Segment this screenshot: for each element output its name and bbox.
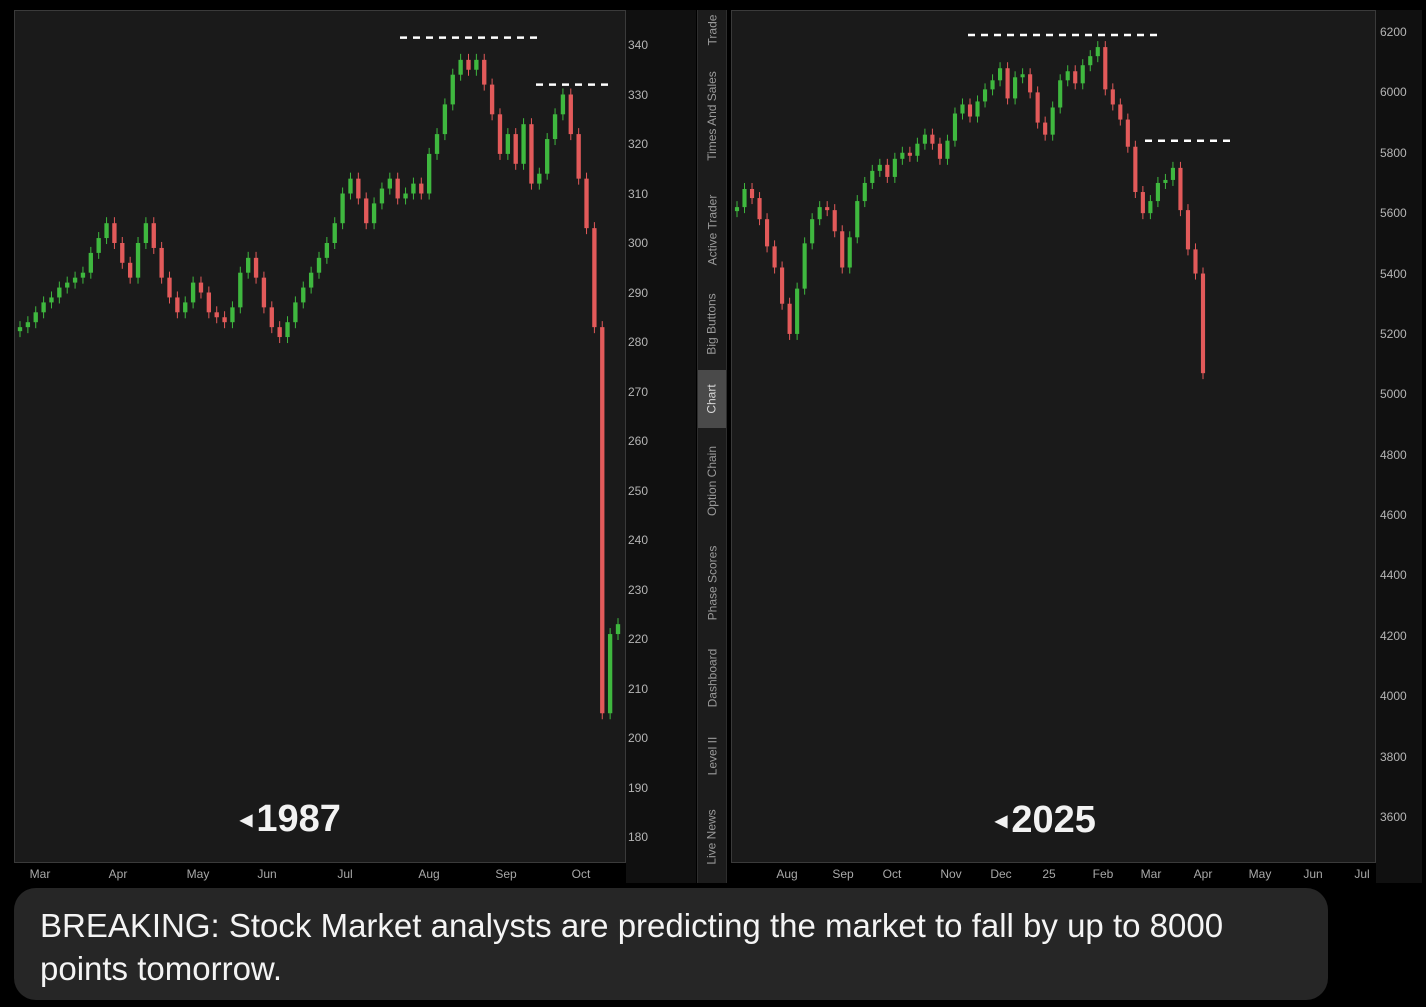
x-tick-label: 25 xyxy=(1042,867,1056,881)
chart-panel-2025[interactable] xyxy=(731,10,1376,863)
y-tick-label: 4600 xyxy=(1380,508,1407,523)
breaking-news-caption: BREAKING: Stock Market analysts are pred… xyxy=(14,888,1328,1000)
tab-label: Trade xyxy=(705,14,719,46)
caret-left-icon: ◀ xyxy=(240,811,253,829)
y-tick-label: 5600 xyxy=(1380,206,1407,221)
y-tick-label: 280 xyxy=(628,335,649,349)
caret-left-icon: ◀ xyxy=(995,812,1008,830)
x-tick-label: Jun xyxy=(1303,867,1323,881)
tab-dashboard[interactable]: Dashboard xyxy=(698,637,726,719)
y-tick-label: 230 xyxy=(628,582,649,597)
y-tick-label: 6000 xyxy=(1380,85,1407,100)
x-tick-label: Mar xyxy=(29,867,51,881)
y-tick-label: 340 xyxy=(628,38,649,52)
x-tick-label: Aug xyxy=(418,867,440,881)
year-label-2025-text: 2025 xyxy=(1011,799,1096,841)
y-tick-label: 250 xyxy=(628,483,649,498)
x-tick-label: Aug xyxy=(776,867,798,881)
tab-phase-scores[interactable]: Phase Scores xyxy=(698,533,726,633)
tab-label: Big Buttons xyxy=(705,293,719,355)
chart-panel-1987[interactable] xyxy=(14,10,626,863)
tab-label: Active Trader xyxy=(705,194,720,266)
year-label-2025: ◀ 2025 xyxy=(995,799,1096,842)
x-tick-label: Nov xyxy=(940,867,962,881)
x-tick-label: Oct xyxy=(571,867,591,881)
y-tick-label: 260 xyxy=(628,434,649,448)
x-tick-label: Feb xyxy=(1092,867,1114,881)
year-label-1987: ◀ 1987 xyxy=(240,798,341,841)
y-tick-label: 300 xyxy=(628,236,649,250)
tab-level-ii[interactable]: Level II xyxy=(698,724,726,788)
y-tick-label: 270 xyxy=(628,384,649,399)
price-axis-1987: 340 330 320 310 300 290 280 270 260 250 240 230 220 2… xyxy=(626,10,696,883)
y-tick-label: 310 xyxy=(628,186,649,201)
tab-label: Times And Sales xyxy=(705,71,720,161)
y-tick-label: 4200 xyxy=(1380,628,1407,643)
tab-chart[interactable]: Chart xyxy=(698,370,726,428)
tab-label: Level II xyxy=(705,736,720,776)
tab-active-trader[interactable]: Active Trader xyxy=(698,182,726,278)
tab-times-and-sales[interactable]: Times And Sales xyxy=(698,55,726,177)
y-tick-label: 3800 xyxy=(1380,749,1407,764)
y-tick-label: 180 xyxy=(628,830,649,844)
x-tick-label: Oct xyxy=(882,867,902,881)
x-tick-label: Apr xyxy=(1193,867,1213,881)
tab-option-chain[interactable]: Option Chain xyxy=(698,433,726,529)
x-tick-label: Apr xyxy=(108,867,128,881)
y-tick-label: 320 xyxy=(628,137,649,151)
x-tick-label: May xyxy=(186,867,210,881)
tab-label: Phase Scores xyxy=(705,545,719,621)
tab-label: Option Chain xyxy=(705,445,720,517)
x-tick-label: Jul xyxy=(337,867,353,881)
y-tick-label: 4400 xyxy=(1380,568,1407,583)
tab-big-buttons[interactable]: Big Buttons xyxy=(698,283,726,365)
x-tick-label: Dec xyxy=(990,867,1012,881)
tab-live-news[interactable]: Live News xyxy=(698,793,726,881)
y-tick-label: 290 xyxy=(628,285,649,300)
y-tick-label: 190 xyxy=(628,780,649,795)
y-tick-label: 220 xyxy=(628,632,649,646)
price-axis-2025: 6200 6000 5800 5600 5400 5200 5000 4800 4600 4400… xyxy=(1376,10,1422,883)
y-tick-label: 4000 xyxy=(1380,689,1407,704)
y-tick-label: 5800 xyxy=(1380,145,1407,160)
tab-label: Chart xyxy=(705,384,719,414)
y-tick-label: 210 xyxy=(628,681,649,696)
x-tick-label: Mar xyxy=(1140,867,1162,881)
tab-trade[interactable]: Trade xyxy=(698,10,726,50)
year-label-1987-text: 1987 xyxy=(256,798,341,840)
y-tick-label: 5400 xyxy=(1380,266,1407,281)
tab-label: Dashboard xyxy=(705,648,719,708)
x-tick-label: Jun xyxy=(257,867,277,881)
y-tick-label: 200 xyxy=(628,731,649,745)
y-tick-label: 6200 xyxy=(1380,25,1407,39)
y-tick-label: 5200 xyxy=(1380,326,1407,341)
y-tick-label: 3600 xyxy=(1380,810,1407,824)
vertical-tab-sidebar: Trade Times And Sales Active Trader Big But… xyxy=(697,10,727,883)
y-tick-label: 240 xyxy=(628,533,649,547)
tab-label: Live News xyxy=(705,809,720,865)
y-tick-label: 5000 xyxy=(1380,387,1407,402)
y-tick-label: 4800 xyxy=(1380,447,1407,462)
x-tick-label: Sep xyxy=(495,867,517,881)
x-tick-label: Sep xyxy=(832,867,854,881)
x-tick-label: Jul xyxy=(1354,867,1370,881)
x-tick-label: May xyxy=(1248,867,1272,881)
y-tick-label: 330 xyxy=(628,87,649,102)
